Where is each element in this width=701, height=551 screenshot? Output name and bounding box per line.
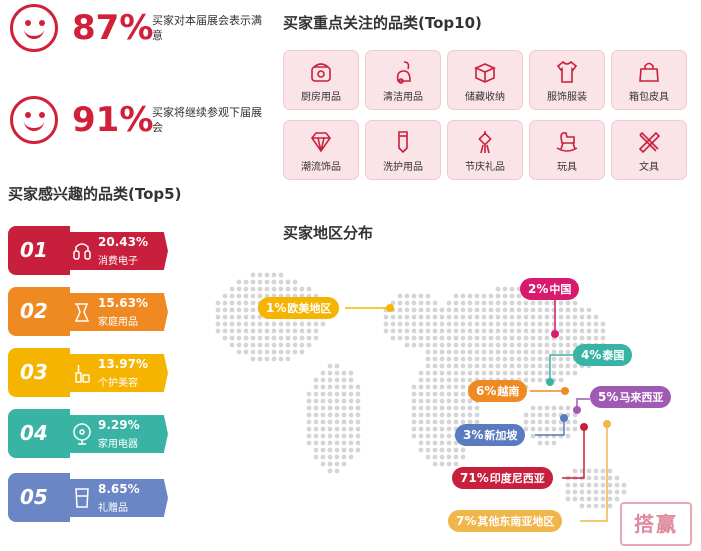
top10-item: 文具	[611, 120, 687, 180]
region-percent: 7%	[456, 514, 477, 528]
handbag-icon	[612, 59, 686, 85]
rank-label: 家用电器	[98, 439, 138, 450]
earbuds-icon	[70, 239, 94, 263]
top10-label: 文具	[639, 162, 659, 173]
rank-bar: 13.97% 个护美容	[64, 354, 168, 392]
region-pill-thailand: 4% 泰国	[573, 344, 633, 366]
rank-number: 01	[8, 226, 70, 275]
chinese-knot-icon	[448, 129, 522, 155]
top10-item: 玩具	[529, 120, 605, 180]
top10-label: 清洁用品	[383, 92, 423, 103]
top10-item: 洗护用品	[365, 120, 441, 180]
top10-label: 洗护用品	[383, 162, 423, 173]
region-percent: 4%	[581, 348, 602, 362]
top10-item: 储藏收纳	[447, 50, 523, 110]
region-percent: 71%	[460, 471, 489, 485]
rank-label: 个护美容	[98, 378, 138, 389]
rank-number: 02	[8, 287, 70, 336]
rank-label: 礼赠品	[98, 503, 128, 514]
coffee-pot-icon	[70, 300, 94, 324]
top5-item: 04 9.29% 家用电器	[8, 409, 168, 458]
region-label: 印度尼西亚	[489, 472, 545, 485]
region-percent: 3%	[463, 428, 484, 442]
top5-item: 01 20.43% 消费电子	[8, 226, 168, 275]
top10-item: 厨房用品	[283, 50, 359, 110]
storage-box-icon	[448, 59, 522, 85]
rank-percent: 8.65%	[98, 482, 140, 496]
top5-item: 05 8.65% 礼赠品	[8, 473, 168, 522]
top5-title: 买家感兴趣的品类(Top5)	[8, 185, 182, 203]
top10-item: 清洁用品	[365, 50, 441, 110]
fan-icon	[70, 422, 94, 446]
region-pill-indonesia: 71% 印度尼西亚	[452, 467, 553, 489]
rank-number: 03	[8, 348, 70, 397]
rank-percent: 15.63%	[98, 296, 148, 310]
rank-percent: 13.97%	[98, 357, 148, 371]
region-pill-malaysia: 5% 马来西亚	[590, 386, 672, 408]
region-pill-singapore: 3% 新加坡	[455, 424, 526, 446]
rank-percent: 20.43%	[98, 235, 148, 249]
rank-number: 05	[8, 473, 70, 522]
region-label: 越南	[497, 385, 520, 398]
region-label: 泰国	[602, 349, 625, 362]
smiley-icon	[10, 96, 58, 144]
top10-item: 箱包皮具	[611, 50, 687, 110]
satisfaction-desc: 买家对本届展会表示满意	[152, 14, 262, 42]
ruler-pencil-icon	[612, 129, 686, 155]
top10-title: 买家重点关注的品类(Top10)	[283, 14, 482, 32]
top10-label: 箱包皮具	[629, 92, 669, 103]
top10-item: 潮流饰品	[283, 120, 359, 180]
rank-bar: 15.63% 家庭用品	[64, 293, 168, 331]
shirt-icon	[530, 59, 604, 85]
top5-item: 02 15.63% 家庭用品	[8, 287, 168, 336]
diamond-icon	[284, 129, 358, 155]
rank-label: 家庭用品	[98, 317, 138, 328]
top10-item: 服饰服装	[529, 50, 605, 110]
top10-label: 节庆礼品	[465, 162, 505, 173]
region-label: 其他东南亚地区	[477, 515, 555, 528]
rank-bar: 20.43% 消费电子	[64, 232, 168, 270]
satisfaction-percent: 87%	[72, 8, 154, 48]
top10-label: 厨房用品	[301, 92, 341, 103]
gift-cup-icon	[70, 486, 94, 510]
tube-icon	[366, 129, 440, 155]
region-pill-china: 2% 中国	[520, 278, 580, 300]
smiley-icon	[10, 4, 58, 52]
top10-label: 玩具	[557, 162, 577, 173]
region-label: 马来西亚	[619, 391, 664, 404]
region-label: 新加坡	[484, 429, 518, 442]
top10-item: 节庆礼品	[447, 120, 523, 180]
top10-label: 潮流饰品	[301, 162, 341, 173]
return-desc: 买家将继续参观下届展会	[152, 106, 262, 134]
region-percent: 2%	[528, 282, 549, 296]
vacuum-icon	[366, 59, 440, 85]
rank-bar: 8.65% 礼赠品	[64, 479, 168, 517]
region-pill-vietnam: 6% 越南	[468, 380, 528, 402]
rank-label: 消费电子	[98, 256, 138, 267]
rice-cooker-icon	[284, 59, 358, 85]
top10-label: 服饰服装	[547, 92, 587, 103]
rank-percent: 9.29%	[98, 418, 140, 432]
region-label: 欧美地区	[287, 302, 332, 315]
region-percent: 6%	[476, 384, 497, 398]
region-percent: 1%	[266, 301, 287, 315]
cosmetics-icon	[70, 361, 94, 385]
rocking-horse-icon	[530, 129, 604, 155]
top5-item: 03 13.97% 个护美容	[8, 348, 168, 397]
return-percent: 91%	[72, 100, 154, 140]
region-pill-europe-america: 1% 欧美地区	[258, 297, 340, 319]
region-percent: 5%	[598, 390, 619, 404]
satisfaction-row-2: 91% 买家将继续参观下届展会	[10, 96, 262, 144]
region-pill-other-sea: 7% 其他东南亚地区	[448, 510, 563, 532]
rank-number: 04	[8, 409, 70, 458]
satisfaction-row-1: 87% 买家对本届展会表示满意	[10, 4, 262, 52]
brand-stamp: 搭赢	[620, 502, 692, 546]
top10-label: 储藏收纳	[465, 92, 505, 103]
regions-title: 买家地区分布	[283, 224, 374, 242]
rank-bar: 9.29% 家用电器	[64, 415, 168, 453]
region-label: 中国	[549, 283, 572, 296]
